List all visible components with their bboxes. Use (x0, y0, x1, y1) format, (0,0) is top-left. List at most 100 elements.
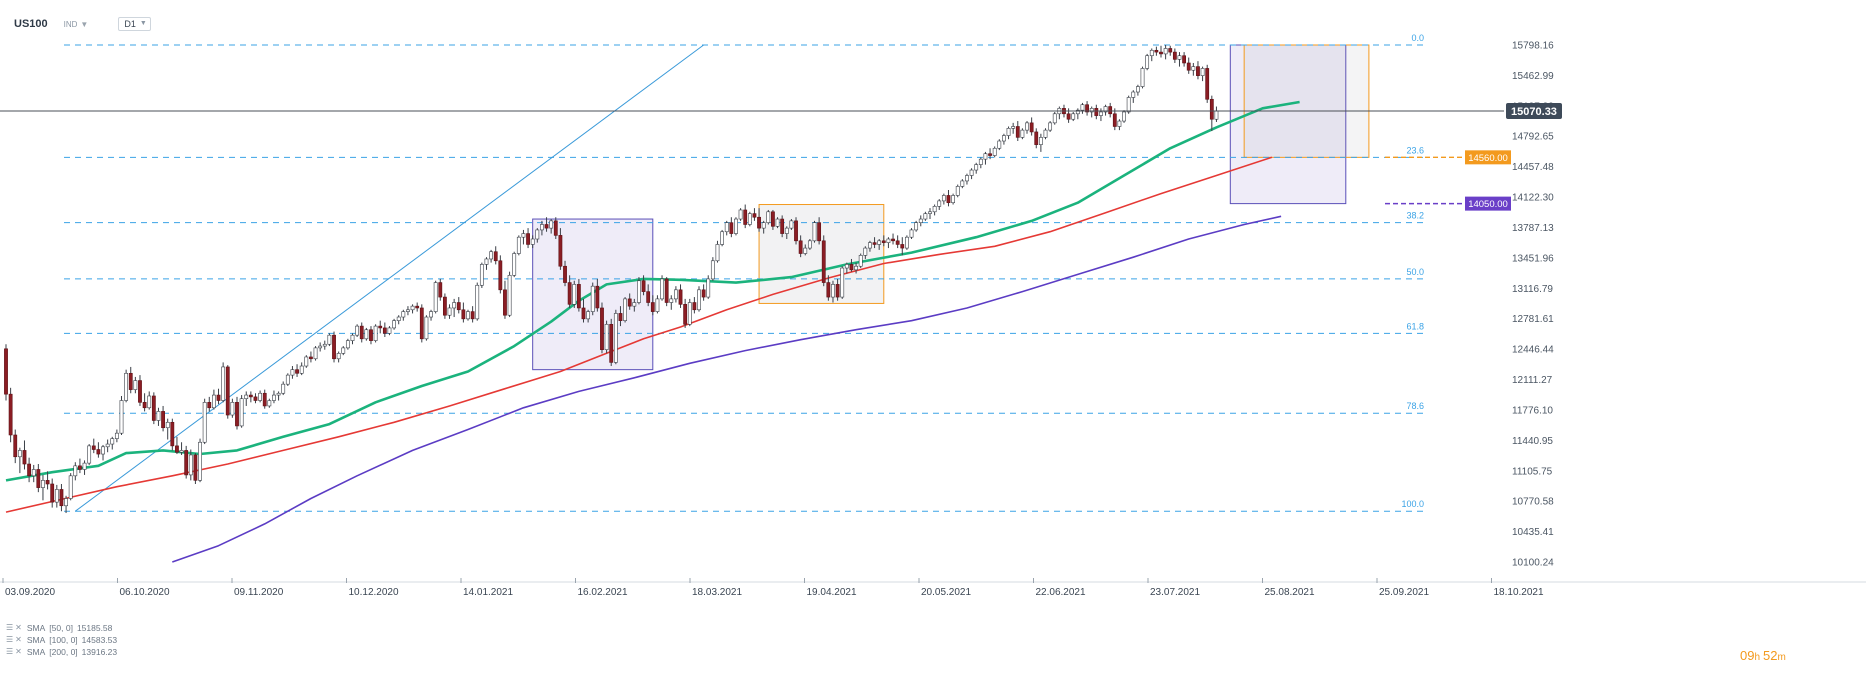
candle-body (1205, 68, 1210, 100)
candle-body (327, 334, 332, 345)
candle-body (1006, 128, 1011, 136)
candle-body (567, 282, 572, 305)
indicator-params: [100, 0] (49, 635, 78, 645)
candle-body (1002, 135, 1006, 142)
candle-body (1043, 129, 1048, 138)
candle-body (161, 411, 165, 429)
y-tick-label: 13116.79 (1512, 284, 1553, 295)
candle-body (623, 298, 627, 321)
timeframe-select[interactable]: D1 ▼ (118, 17, 151, 31)
candle-body (1172, 51, 1177, 60)
chevron-down-icon: ▼ (139, 20, 147, 27)
settings-icon[interactable]: ☰ (6, 623, 14, 632)
candle-body (406, 309, 410, 312)
settings-icon[interactable]: ☰ (6, 635, 14, 644)
candle-body (817, 222, 822, 242)
candle-body (188, 454, 193, 476)
candle-body (895, 240, 900, 245)
candle-body (798, 240, 803, 254)
price-mark-label: 14050.00 (1468, 199, 1508, 210)
candle-body (1140, 68, 1145, 87)
close-icon[interactable]: ✕ (15, 623, 22, 632)
candle-body (96, 449, 101, 455)
candle-body (193, 454, 198, 481)
zone-rectangle (1229, 44, 1347, 205)
candle-body (479, 264, 484, 286)
countdown-minutes: 52 (1763, 648, 1778, 663)
candle-body (558, 235, 563, 267)
candle-body (1122, 111, 1126, 122)
candle-body (784, 227, 789, 234)
candle-body (503, 289, 507, 316)
settings-icon[interactable]: ☰ (6, 647, 14, 656)
candle-body (105, 443, 110, 448)
candle-body (415, 305, 420, 309)
candle-body (110, 438, 115, 445)
candle-body (1191, 66, 1196, 71)
candle-body (928, 211, 932, 214)
candle-body (697, 289, 701, 311)
candle-body (216, 394, 221, 401)
candle-body (59, 489, 64, 507)
candle-body (854, 265, 858, 271)
candle-body (909, 229, 914, 238)
candle-body (1159, 51, 1163, 55)
candle-body (1154, 49, 1159, 53)
y-tick-label: 11776.10 (1512, 405, 1553, 416)
candle-body (392, 320, 396, 329)
indicator-params: [200, 0] (49, 647, 78, 657)
close-icon[interactable]: ✕ (15, 647, 22, 656)
candle-body (133, 380, 138, 390)
candle-body (1085, 104, 1089, 113)
candle-body (235, 402, 239, 427)
countdown-hours: 09 (1740, 648, 1755, 663)
x-tick-label: 19.04.2021 (807, 587, 857, 598)
candle-body (147, 395, 152, 409)
y-tick-label: 15798.16 (1512, 41, 1554, 52)
candle-body (1020, 129, 1025, 138)
candle-body (45, 480, 50, 485)
candle-body (1112, 113, 1117, 127)
y-tick-label: 13787.13 (1512, 223, 1554, 234)
x-tick-label: 25.08.2021 (1265, 587, 1315, 598)
candle-body (771, 211, 775, 227)
candle-body (1099, 111, 1103, 116)
fibonacci-level-label: 78.6 (1406, 401, 1424, 411)
candle-body (738, 209, 743, 220)
zone-rectangle (758, 204, 885, 304)
candle-body (309, 356, 313, 360)
candle-body (710, 260, 715, 280)
close-icon[interactable]: ✕ (15, 635, 22, 644)
chevron-down-icon[interactable]: ▼ (80, 19, 89, 29)
candle-body (466, 311, 470, 320)
y-tick-label: 13451.96 (1512, 253, 1554, 264)
candle-body (1052, 113, 1057, 124)
candle-body (1089, 108, 1094, 113)
candle-body (540, 224, 544, 231)
candle-body (530, 238, 535, 245)
candle-body (1196, 66, 1200, 76)
symbol-label[interactable]: US100 (14, 18, 48, 30)
trend-line (75, 44, 704, 512)
candle-body (4, 348, 8, 395)
instrument-toolbar: US100 IND ▼ D1 ▼ (14, 14, 151, 34)
candle-body (881, 240, 886, 243)
y-tick-label: 14457.48 (1512, 162, 1554, 173)
candle-body (355, 325, 360, 336)
candle-body (350, 334, 355, 341)
candle-body (840, 267, 845, 298)
candle-body (322, 343, 327, 347)
candle-body (369, 329, 373, 341)
candle-body (553, 220, 558, 236)
y-tick-label: 15462.99 (1512, 71, 1554, 82)
candle-body (447, 307, 452, 316)
candle-body (997, 140, 1002, 149)
candle-countdown: 09h 52m (1740, 648, 1786, 663)
candle-body (410, 305, 415, 311)
candle-body (604, 323, 609, 351)
x-tick-label: 10.12.2020 (349, 587, 399, 598)
candle-body (433, 282, 438, 312)
candle-body (886, 238, 891, 243)
